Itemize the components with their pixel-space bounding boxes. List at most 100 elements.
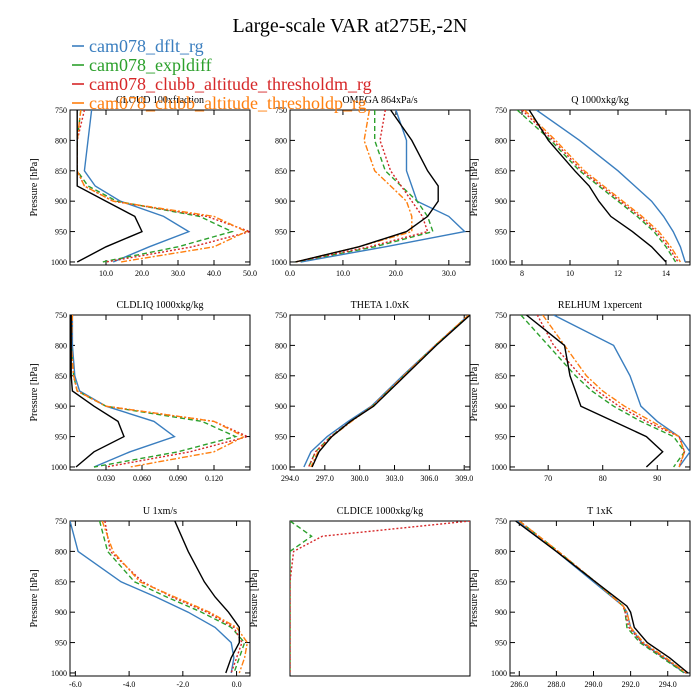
y-tick-label: 950 <box>495 228 507 237</box>
y-tick-label: 850 <box>55 578 67 587</box>
x-tick-label: 290.0 <box>585 680 603 689</box>
y-axis-label: Pressure [hPa] <box>249 569 260 627</box>
panel-3: CLDLIQ 1000xkg/kg Pressure [hPa] 750 800 850… <box>29 300 251 483</box>
series-line-4 <box>515 521 689 674</box>
x-tick-label: 309.0 <box>455 474 473 483</box>
y-tick-label: 1000 <box>51 669 67 678</box>
plot-frame <box>69 314 251 471</box>
x-tick-label: -2.0 <box>176 680 189 689</box>
series-line-4 <box>70 315 125 468</box>
plot-frame <box>509 520 691 677</box>
y-axis-label: Pressure [hPa] <box>469 569 480 627</box>
y-tick-label: 800 <box>55 547 67 556</box>
x-tick-label: 0.0 <box>285 269 295 278</box>
series-line-1 <box>290 521 470 673</box>
panel-5: RELHUM 1xpercent Pressure [hPa] 750 800 850 9… <box>469 300 691 483</box>
series-line-4 <box>311 315 470 468</box>
y-tick-label: 800 <box>495 136 507 145</box>
x-tick-label: 0.0 <box>232 680 242 689</box>
y-tick-label: 850 <box>495 372 507 381</box>
y-tick-label: 1000 <box>491 463 507 472</box>
y-axis-label: Pressure [hPa] <box>29 363 40 421</box>
y-tick-label: 850 <box>55 372 67 381</box>
y-tick-label: 850 <box>275 167 287 176</box>
y-tick-label: 750 <box>495 517 507 526</box>
panel-title: T 1xK <box>587 506 613 517</box>
x-tick-label: 0.030 <box>97 474 115 483</box>
panel-title: OMEGA 864xPa/s <box>342 95 417 106</box>
y-tick-label: 900 <box>495 197 507 206</box>
series-line-2 <box>521 110 679 263</box>
y-tick-label: 900 <box>55 402 67 411</box>
plot-frame <box>509 314 691 471</box>
y-tick-label: 1000 <box>491 669 507 678</box>
legend: cam078_dflt_rgcam078_expldiffcam078_club… <box>72 36 372 113</box>
series-line-4 <box>528 110 667 263</box>
y-tick-label: 950 <box>495 639 507 648</box>
y-tick-label: 750 <box>495 106 507 115</box>
y-tick-label: 750 <box>55 106 67 115</box>
y-tick-label: 900 <box>275 402 287 411</box>
series-line-3 <box>70 315 246 468</box>
series-line-0 <box>70 521 235 674</box>
series-line-1 <box>98 521 246 674</box>
series-line-4 <box>525 315 664 468</box>
legend-entry: cam078_clubb_altitude_thresholdm_rg <box>89 74 372 94</box>
plot-frame <box>69 109 251 266</box>
x-tick-label: 10.0 <box>99 269 113 278</box>
y-tick-label: 1000 <box>51 258 67 267</box>
y-tick-label: 900 <box>55 197 67 206</box>
series-line-3 <box>295 110 413 263</box>
x-tick-label: 294.0 <box>659 680 677 689</box>
y-tick-label: 850 <box>275 372 287 381</box>
x-tick-label: 297.0 <box>316 474 334 483</box>
plot-frame <box>289 520 471 677</box>
x-tick-label: 8 <box>520 269 524 278</box>
x-tick-label: 14 <box>662 269 670 278</box>
y-tick-label: 750 <box>55 517 67 526</box>
panel-1: OMEGA 864xPa/s 750 800 850 900 950 1000 0.0 10.0… <box>271 95 471 278</box>
y-tick-label: 1000 <box>491 258 507 267</box>
x-tick-label: 70 <box>544 474 552 483</box>
series-line-2 <box>70 315 250 468</box>
y-tick-label: 850 <box>495 578 507 587</box>
series-line-0 <box>290 521 313 673</box>
y-tick-label: 1000 <box>51 463 67 472</box>
series-line-3 <box>523 110 681 263</box>
series-line-3 <box>101 521 249 674</box>
series-line-1 <box>520 315 686 468</box>
panel-title: CLDICE 1000xkg/kg <box>337 506 423 517</box>
x-tick-label: 30.0 <box>171 269 185 278</box>
y-tick-label: 750 <box>495 311 507 320</box>
x-tick-label: 288.0 <box>547 680 565 689</box>
y-tick-label: 850 <box>55 167 67 176</box>
x-tick-label: 12 <box>614 269 622 278</box>
plot-frame <box>69 520 251 677</box>
series-line-1 <box>76 110 234 263</box>
x-tick-label: 0.090 <box>169 474 187 483</box>
series-line-4 <box>174 521 241 674</box>
x-tick-label: 294.0 <box>281 474 299 483</box>
x-tick-label: 292.0 <box>622 680 640 689</box>
x-tick-label: 306.0 <box>420 474 438 483</box>
x-tick-label: 20.0 <box>135 269 149 278</box>
series-line-3 <box>518 521 687 674</box>
x-tick-label: -6.0 <box>69 680 82 689</box>
y-tick-label: 900 <box>55 608 67 617</box>
y-axis-label: Pressure [hPa] <box>469 158 480 216</box>
y-tick-label: 950 <box>55 228 67 237</box>
x-tick-label: 30.0 <box>442 269 456 278</box>
y-axis-label: Pressure [hPa] <box>469 363 480 421</box>
series-line-4 <box>295 110 439 263</box>
x-tick-label: -4.0 <box>123 680 136 689</box>
series-line-3 <box>542 315 686 468</box>
plot-frame <box>509 109 691 266</box>
panel-2: Q 1000xkg/kg Pressure [hPa] 750 800 850 900 95… <box>469 95 691 278</box>
y-tick-label: 800 <box>495 547 507 556</box>
series-line-0 <box>553 315 690 468</box>
panel-7: CLDICE 1000xkg/kg Pressure [hPa] <box>249 506 471 677</box>
y-tick-label: 1000 <box>271 463 287 472</box>
panel-title: Q 1000xkg/kg <box>571 95 629 106</box>
y-tick-label: 950 <box>55 433 67 442</box>
